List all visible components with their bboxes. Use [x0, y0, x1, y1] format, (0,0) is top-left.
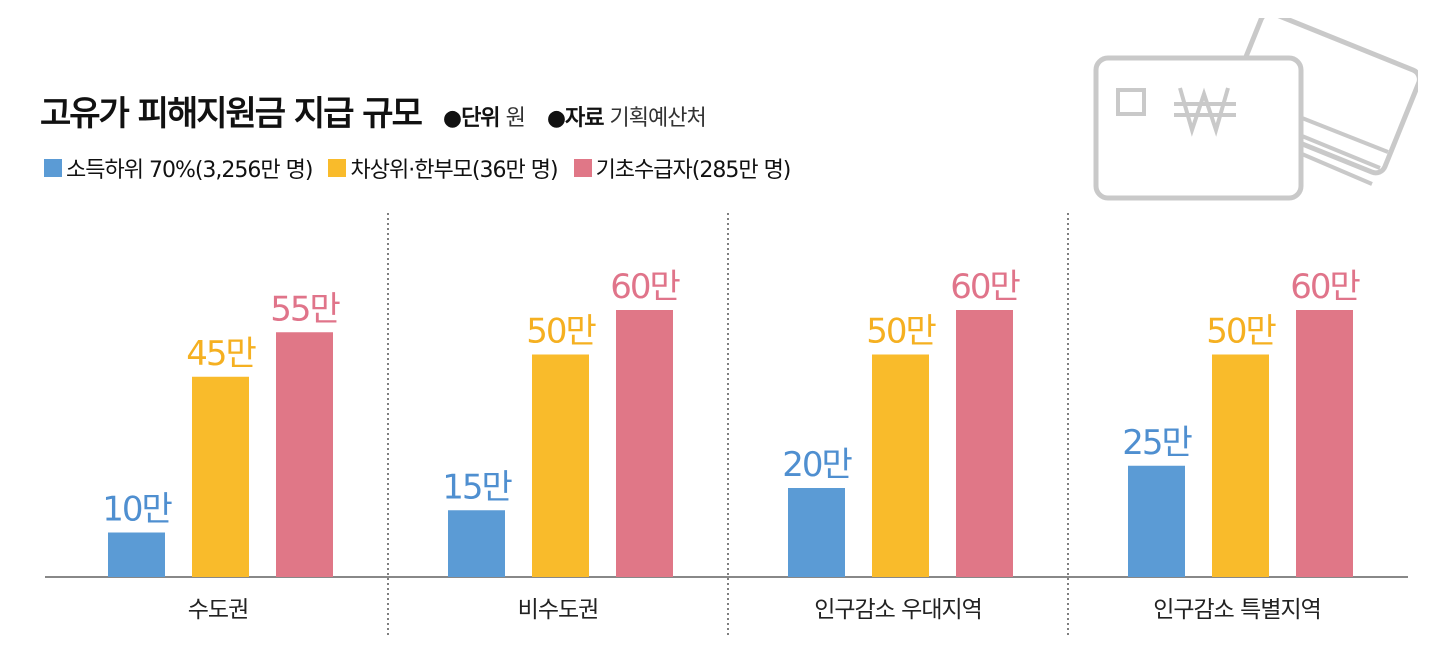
bar-2-3: [616, 310, 673, 577]
data-label-2-1: 15만: [442, 467, 512, 507]
bar-2-1: [448, 510, 505, 577]
legend-swatch-blue: [44, 159, 62, 177]
bar-3-3: [956, 310, 1013, 577]
data-label-3-1: 20만: [782, 445, 852, 485]
bar-4-2: [1212, 354, 1269, 577]
data-label-2-3: 60만: [610, 267, 680, 307]
chart-title: 고유가 피해지원금 지급 규모: [40, 94, 423, 134]
legend-label: 차상위·한부모(36만 명): [350, 158, 558, 183]
data-label-1-3: 55만: [270, 289, 340, 329]
legend: 소득하위 70%(3,256만 명) 차상위·한부모(36만 명) 기초수급자(…: [44, 152, 806, 184]
legend-label: 기초수급자(285만 명): [595, 158, 792, 183]
bar-1-1: [108, 532, 165, 577]
bar-4-1: [1128, 465, 1185, 577]
source-note: ●자료 기획예산처: [546, 100, 707, 132]
legend-item-near-poverty: 차상위·한부모(36만 명): [328, 152, 559, 184]
legend-label: 소득하위 70%(3,256만 명): [66, 158, 313, 183]
unit-value: 원: [505, 106, 526, 131]
data-label-3-2: 50만: [866, 312, 936, 352]
bar-3-1: [788, 488, 845, 577]
legend-swatch-pink: [573, 159, 592, 177]
data-label-2-2: 50만: [526, 312, 596, 352]
category-label-2: 비수도권: [518, 597, 599, 623]
source-value: 기획예산처: [609, 106, 707, 131]
data-label-1-1: 10만: [102, 490, 172, 530]
bar-2-2: [532, 354, 589, 577]
legend-swatch-yellow: [328, 159, 347, 177]
category-label-3: 인구감소 우대지역: [814, 597, 982, 623]
category-label-4: 인구감소 특별지역: [1153, 597, 1321, 623]
data-label-4-2: 50만: [1206, 312, 1276, 352]
legend-item-basic-recipient: 기초수급자(285만 명): [573, 152, 792, 184]
source-label: ●자료: [546, 106, 605, 131]
data-label-4-3: 60만: [1290, 267, 1360, 307]
bar-1-2: [192, 376, 249, 577]
data-label-1-2: 45만: [186, 334, 256, 374]
bar-3-2: [872, 354, 929, 577]
unit-note: ●단위 원: [442, 100, 526, 132]
data-label-4-1: 25만: [1122, 423, 1192, 463]
data-label-3-3: 60만: [950, 267, 1020, 307]
unit-label: ●단위: [442, 106, 501, 131]
category-label-1: 수도권: [188, 597, 248, 623]
bar-1-3: [276, 332, 333, 577]
bar-4-3: [1296, 310, 1353, 577]
credit-card-icon: [1093, 18, 1418, 201]
title-row: 고유가 피해지원금 지급 규모 ●단위 원 ●자료 기획예산처: [40, 86, 707, 135]
legend-item-low-income: 소득하위 70%(3,256만 명): [44, 152, 313, 184]
